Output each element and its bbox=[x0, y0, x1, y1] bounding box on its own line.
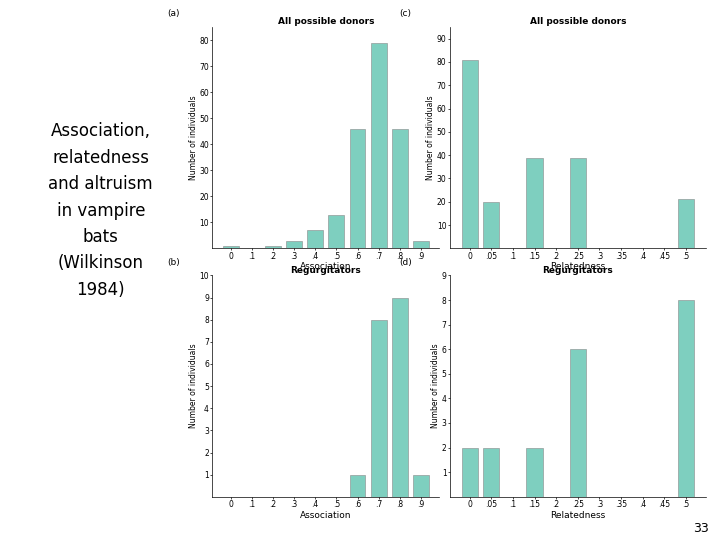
Bar bbox=[483, 202, 500, 248]
Bar bbox=[678, 199, 694, 248]
Text: (c): (c) bbox=[399, 9, 411, 18]
Bar bbox=[392, 298, 408, 497]
Text: 33: 33 bbox=[693, 522, 709, 535]
X-axis label: Association: Association bbox=[300, 511, 351, 519]
Y-axis label: Number of individuals: Number of individuals bbox=[189, 96, 198, 180]
Bar bbox=[350, 129, 366, 248]
Title: Regurgitators: Regurgitators bbox=[290, 266, 361, 275]
Bar bbox=[462, 59, 478, 248]
X-axis label: Relatedness: Relatedness bbox=[550, 511, 606, 519]
Title: All possible donors: All possible donors bbox=[529, 17, 626, 26]
Bar bbox=[526, 448, 543, 497]
Bar bbox=[483, 448, 500, 497]
Bar bbox=[413, 241, 429, 248]
Text: Association,
relatedness
and altruism
in vampire
bats
(Wilkinson
1984): Association, relatedness and altruism in… bbox=[48, 123, 153, 299]
Bar bbox=[350, 475, 366, 497]
Y-axis label: Number of individuals: Number of individuals bbox=[189, 344, 198, 428]
Text: Copyright © 2004 Pearson Prentice Hall, Inc.: Copyright © 2004 Pearson Prentice Hall, … bbox=[271, 309, 381, 315]
Bar bbox=[371, 320, 387, 497]
Bar bbox=[265, 246, 281, 248]
Bar bbox=[570, 349, 586, 497]
Bar bbox=[371, 43, 387, 248]
Bar bbox=[526, 158, 543, 248]
Title: All possible donors: All possible donors bbox=[277, 17, 374, 26]
Bar bbox=[462, 448, 478, 497]
Text: Copyright © 2004 Pearson Prentice Hall, Inc.: Copyright © 2004 Pearson Prentice Hall, … bbox=[523, 309, 633, 315]
Text: (b): (b) bbox=[167, 258, 180, 267]
X-axis label: Relatedness: Relatedness bbox=[550, 262, 606, 271]
Text: (d): (d) bbox=[399, 258, 412, 267]
Bar bbox=[286, 241, 302, 248]
Bar bbox=[222, 246, 238, 248]
Bar bbox=[392, 129, 408, 248]
Bar bbox=[328, 214, 344, 248]
Title: Regurgitators: Regurgitators bbox=[542, 266, 613, 275]
Y-axis label: Number of individuals: Number of individuals bbox=[426, 96, 436, 180]
Text: (a): (a) bbox=[167, 9, 179, 18]
Bar bbox=[570, 158, 586, 248]
Bar bbox=[307, 230, 323, 248]
Y-axis label: Number of individuals: Number of individuals bbox=[431, 344, 440, 428]
X-axis label: Association: Association bbox=[300, 262, 351, 271]
Bar bbox=[413, 475, 429, 497]
Bar bbox=[678, 300, 694, 497]
